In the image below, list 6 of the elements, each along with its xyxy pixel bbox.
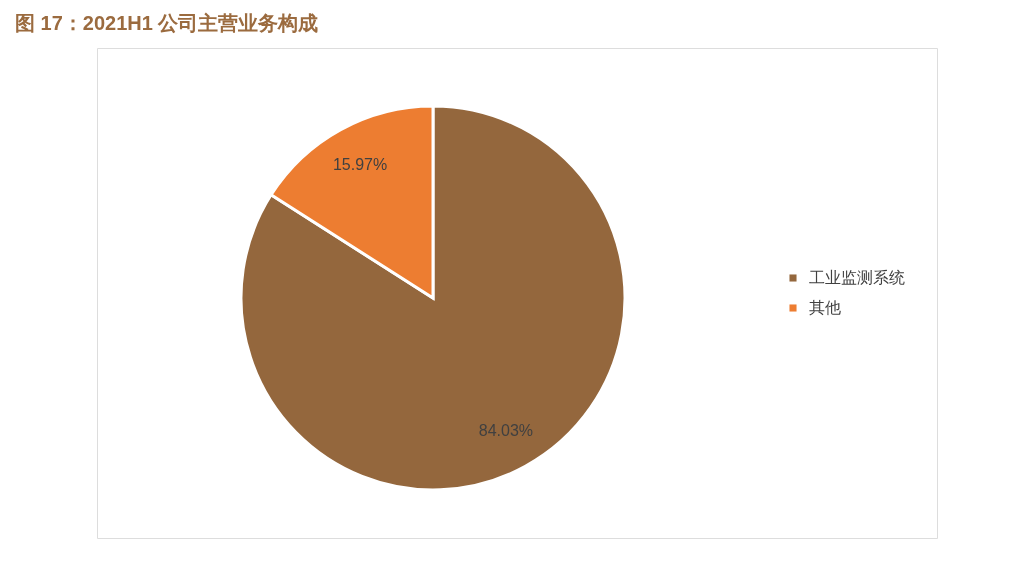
data-label: 15.97%: [332, 156, 388, 174]
data-label: 84.03%: [478, 421, 534, 439]
pie-slice: [239, 104, 627, 492]
legend-label: 工业监测系统: [809, 269, 905, 286]
legend-label: 其他: [809, 299, 841, 316]
chart-title: 图 17：2021H1 公司主营业务构成: [15, 12, 319, 34]
